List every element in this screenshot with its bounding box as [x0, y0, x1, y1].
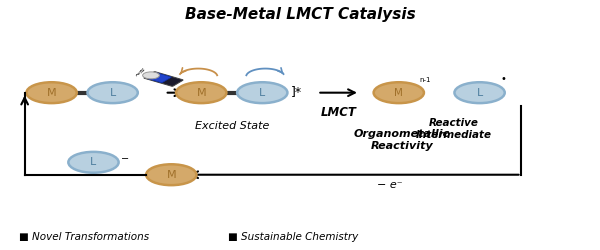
Circle shape: [68, 152, 119, 173]
Circle shape: [143, 72, 160, 79]
Text: Organometallic
Reactivity: Organometallic Reactivity: [353, 129, 450, 151]
Text: L: L: [259, 88, 265, 98]
Text: ]*: ]*: [290, 85, 302, 98]
Text: −: −: [121, 154, 129, 164]
Text: Excited State: Excited State: [194, 121, 269, 131]
Circle shape: [237, 82, 287, 103]
Text: − e⁻: − e⁻: [377, 180, 403, 190]
Circle shape: [88, 82, 138, 103]
Text: ■ Sustainable Chemistry: ■ Sustainable Chemistry: [228, 232, 358, 242]
Text: L: L: [110, 88, 116, 98]
Text: •: •: [501, 74, 507, 84]
FancyBboxPatch shape: [144, 72, 183, 86]
Circle shape: [454, 82, 505, 103]
Text: LMCT: LMCT: [320, 106, 356, 119]
FancyBboxPatch shape: [148, 73, 172, 83]
Circle shape: [26, 82, 77, 103]
Text: Base-Metal LMCT Catalysis: Base-Metal LMCT Catalysis: [185, 7, 415, 22]
Text: M: M: [394, 88, 403, 98]
Circle shape: [374, 82, 424, 103]
Text: ■ Novel Transformations: ■ Novel Transformations: [19, 232, 149, 242]
Text: ~≈: ~≈: [132, 64, 147, 79]
Text: M: M: [196, 88, 206, 98]
Circle shape: [176, 82, 226, 103]
Text: L: L: [476, 88, 483, 98]
Text: M: M: [47, 88, 56, 98]
Text: M: M: [166, 170, 176, 180]
Text: L: L: [91, 157, 97, 167]
Text: n-1: n-1: [419, 77, 430, 83]
Text: Reactive
Intermediate: Reactive Intermediate: [416, 118, 492, 140]
Circle shape: [146, 164, 196, 185]
